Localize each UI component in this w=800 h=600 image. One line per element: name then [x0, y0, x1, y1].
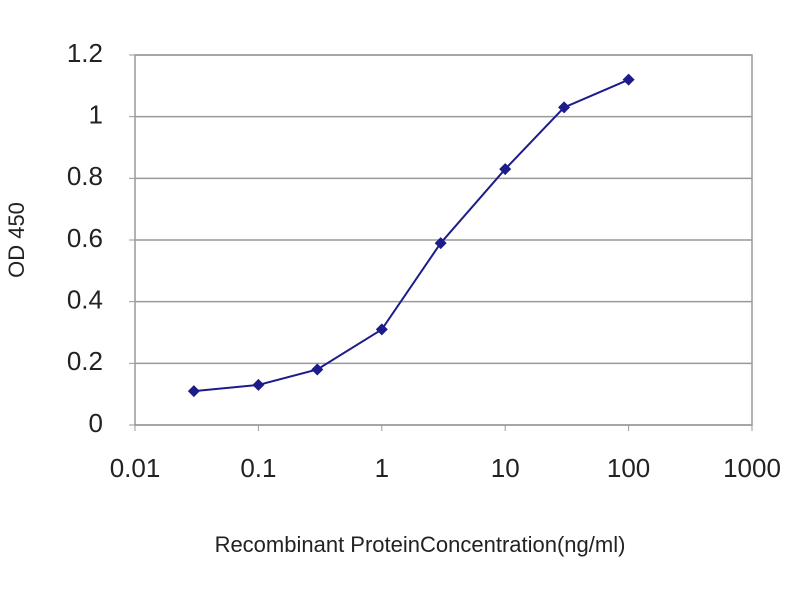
data-marker	[499, 163, 512, 176]
y-tick-label: 1	[89, 100, 103, 130]
y-tick-label: 0.4	[67, 285, 103, 315]
y-tick-label: 0.2	[67, 346, 103, 376]
x-axis-title: Recombinant ProteinConcentration(ng/ml)	[215, 532, 626, 557]
data-marker	[434, 237, 447, 250]
data-marker	[375, 323, 388, 336]
x-tick-label: 1000	[723, 453, 781, 483]
y-axis-title: OD 450	[4, 202, 29, 278]
data-marker	[187, 385, 200, 398]
x-tick-label: 100	[607, 453, 650, 483]
x-tick-label: 1	[375, 453, 389, 483]
data-marker	[622, 73, 635, 86]
data-marker	[311, 363, 324, 376]
y-tick-label: 0	[89, 408, 103, 438]
data-marker	[252, 378, 265, 391]
y-tick-label: 0.8	[67, 161, 103, 191]
y-tick-label: 0.6	[67, 223, 103, 253]
x-tick-label: 10	[491, 453, 520, 483]
x-tick-label: 0.01	[110, 453, 161, 483]
x-tick-label: 0.1	[240, 453, 276, 483]
data-marker	[558, 101, 571, 114]
data-line	[193, 78, 629, 393]
y-tick-label: 1.2	[67, 38, 103, 68]
